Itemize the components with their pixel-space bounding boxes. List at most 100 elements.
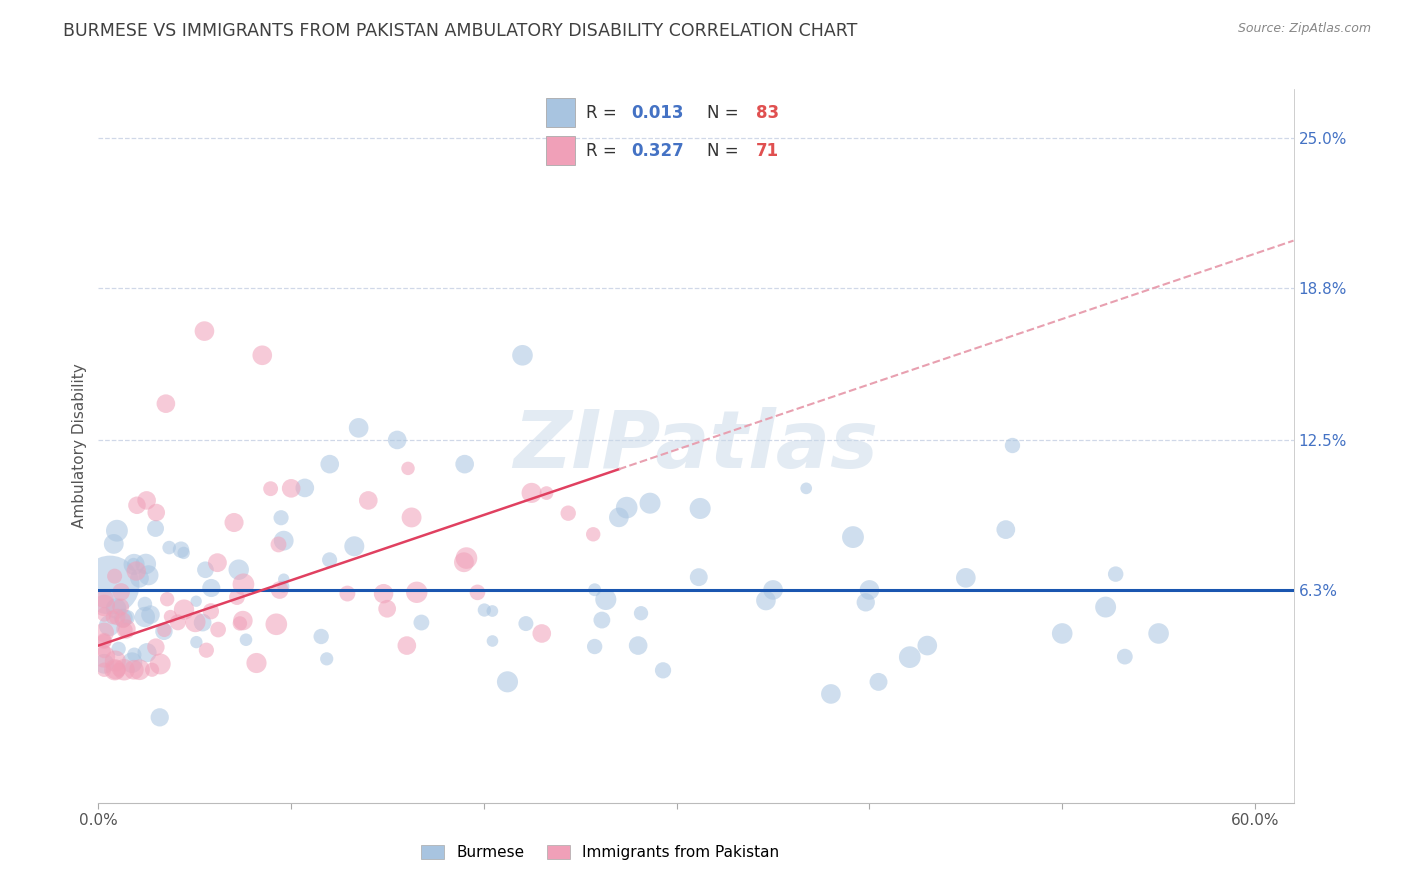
Point <box>103 537 125 551</box>
Point <box>104 663 127 677</box>
Point <box>405 585 427 599</box>
Point <box>93 657 115 671</box>
Point <box>93 663 115 677</box>
Point <box>108 663 131 677</box>
Point <box>114 623 136 637</box>
Point <box>318 553 340 567</box>
Point <box>191 615 214 630</box>
Point <box>93 625 115 640</box>
Point <box>117 610 139 624</box>
Point <box>104 663 127 677</box>
Point <box>93 644 115 658</box>
Point <box>917 639 939 653</box>
Point <box>200 604 222 618</box>
Text: ZIPatlas: ZIPatlas <box>513 407 879 485</box>
Point <box>149 710 172 724</box>
Point <box>136 646 159 660</box>
Point <box>122 558 145 572</box>
Point <box>112 663 135 677</box>
Point <box>195 643 218 657</box>
Point <box>235 632 257 647</box>
Point <box>582 527 605 541</box>
Point <box>232 614 254 628</box>
Point <box>226 590 249 604</box>
Text: BURMESE VS IMMIGRANTS FROM PAKISTAN AMBULATORY DISABILITY CORRELATION CHART: BURMESE VS IMMIGRANTS FROM PAKISTAN AMBU… <box>63 22 858 40</box>
Point <box>124 648 146 662</box>
Bar <box>546 98 575 128</box>
Point <box>259 482 281 496</box>
Point <box>125 498 148 512</box>
Point <box>273 572 295 586</box>
Point <box>689 501 711 516</box>
Point <box>842 530 865 544</box>
Point <box>110 599 132 614</box>
Point <box>159 609 181 624</box>
Point <box>616 500 638 515</box>
Point <box>515 616 537 631</box>
Point <box>583 582 606 597</box>
Point <box>170 542 193 557</box>
Point <box>107 641 129 656</box>
Point <box>270 510 292 524</box>
Point <box>153 624 176 639</box>
Point <box>105 601 128 615</box>
Point <box>396 461 419 475</box>
Point <box>385 433 409 447</box>
Point <box>994 523 1017 537</box>
Point <box>1094 600 1116 615</box>
Point <box>186 635 208 649</box>
Point <box>93 607 115 622</box>
Text: 0.327: 0.327 <box>631 142 683 160</box>
Text: N =: N = <box>707 103 744 121</box>
Point <box>98 618 121 632</box>
Point <box>453 555 475 569</box>
Point <box>173 546 195 560</box>
Point <box>591 613 613 627</box>
Point <box>245 656 267 670</box>
Point <box>315 652 337 666</box>
Point <box>456 551 478 566</box>
Point <box>1105 567 1128 582</box>
Text: Source: ZipAtlas.com: Source: ZipAtlas.com <box>1237 22 1371 36</box>
Point <box>1114 649 1136 664</box>
Point <box>530 626 553 640</box>
Point <box>200 581 222 595</box>
Point <box>820 687 842 701</box>
Point <box>207 556 229 570</box>
Point <box>122 663 145 677</box>
Point <box>194 563 217 577</box>
Point <box>145 521 167 535</box>
Point <box>294 481 316 495</box>
Point <box>139 607 162 622</box>
Point <box>93 591 115 606</box>
Point <box>145 640 167 654</box>
Point <box>898 650 921 665</box>
Point <box>141 663 163 677</box>
Point <box>135 493 157 508</box>
Point <box>607 510 630 524</box>
Point <box>93 634 115 648</box>
Point <box>186 594 208 608</box>
Point <box>855 595 877 609</box>
Point <box>229 616 252 631</box>
Point <box>105 524 128 538</box>
Point <box>627 639 650 653</box>
Point <box>496 674 519 689</box>
Point <box>411 615 433 630</box>
Point <box>794 481 817 495</box>
Point <box>104 654 127 668</box>
Point <box>273 533 295 548</box>
Point <box>520 486 543 500</box>
Point <box>149 657 172 671</box>
Point <box>269 582 291 597</box>
Point <box>347 421 370 435</box>
Text: N =: N = <box>707 142 744 160</box>
Point <box>138 568 160 582</box>
Point <box>93 633 115 648</box>
Point <box>266 617 288 632</box>
Point <box>280 481 302 495</box>
Point <box>157 541 180 555</box>
Point <box>1147 626 1170 640</box>
Point <box>357 493 380 508</box>
Point <box>336 586 359 600</box>
